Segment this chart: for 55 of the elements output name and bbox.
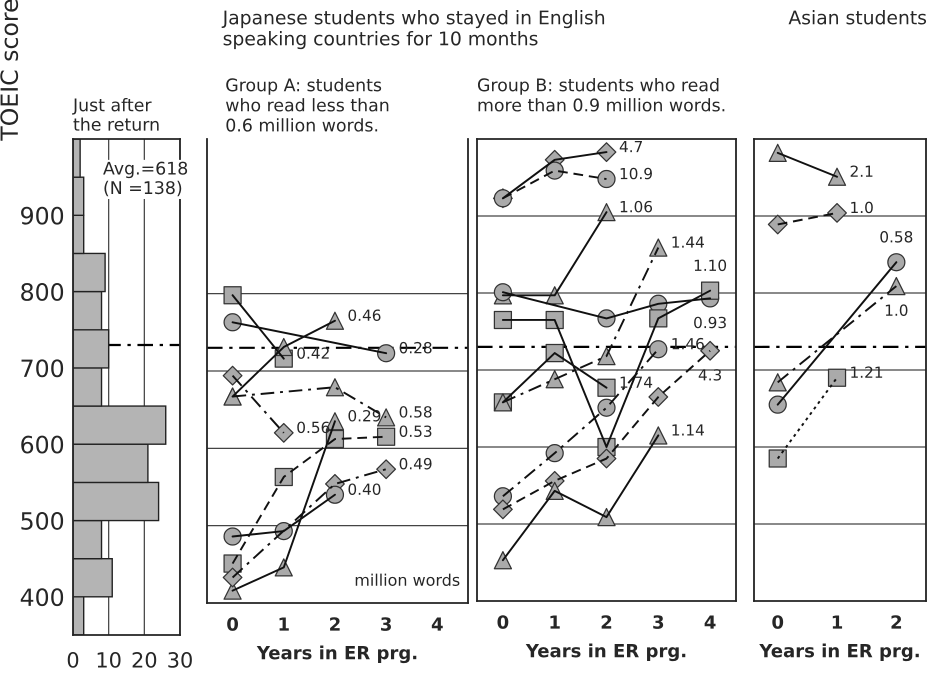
x-tick-label: 0 (227, 617, 238, 631)
x-tick-label: 0 (68, 652, 78, 668)
x-tick-label: 1 (550, 615, 560, 629)
annotation: 0.53 (400, 425, 432, 437)
y-tick-label: 800 (21, 283, 64, 301)
annotation: 0.93 (694, 316, 726, 328)
x-tick-label: 2 (330, 617, 340, 631)
annotation: 1.14 (672, 424, 704, 436)
annotation: 1.44 (672, 236, 704, 248)
y-tick-label: 500 (21, 512, 64, 530)
x-tick-label: 30 (168, 652, 192, 668)
x-tick-label: 10 (98, 652, 121, 668)
y-tick-label: 700 (22, 359, 64, 378)
annotation: 1.10 (694, 260, 726, 272)
annotation: 1.0 (886, 304, 908, 316)
chart-subtitle: Group A: students who read less than 0.6 million words. (226, 78, 388, 132)
x-tick-label: 3 (653, 615, 664, 629)
y-tick-label: 600 (21, 436, 64, 454)
x-tick-label: 0 (772, 615, 784, 629)
x-tick-label: 0 (497, 615, 508, 629)
annotation: 0.42 (297, 347, 329, 359)
x-tick-label: 2 (891, 615, 902, 629)
annotation: 0.29 (348, 410, 380, 422)
x-tick-label: 20 (132, 652, 156, 668)
annotation: 1.06 (620, 200, 652, 212)
x-tick-label: 4 (704, 615, 716, 629)
annotation: 2.1 (850, 165, 872, 177)
y-tick-label: 900 (21, 206, 64, 225)
chart-title: Asian students (788, 10, 926, 25)
annotation: 0.58 (400, 406, 432, 418)
annotation: 0.40 (348, 483, 380, 495)
annotation: 10.9 (620, 168, 652, 180)
x-tick-label: 1 (280, 617, 289, 631)
annotation: 1.0 (851, 202, 873, 214)
x-tick-label: 2 (602, 615, 612, 629)
annotation: 1.46 (672, 338, 704, 350)
x-axis-title: Years in ER prg. (256, 645, 416, 664)
annotation: million words (356, 574, 460, 586)
annotation: Avg.=618 (N =138) (103, 162, 188, 196)
annotation: 4.3 (698, 369, 722, 381)
x-axis-title: Years in ER prg. (526, 643, 686, 662)
annotation: 0.49 (400, 458, 432, 470)
chart-title: Japanese students who stayed in English speaking countries for 10 months (222, 10, 604, 50)
annotation: 0.46 (348, 309, 380, 321)
annotation: 4.7 (620, 141, 642, 152)
chart-subtitle: Group B: students who read more than 0.9 million words. (478, 78, 724, 112)
x-axis-title: Years in ER prg. (759, 643, 919, 662)
annotation: 0.28 (400, 342, 432, 354)
annotation: 0.58 (880, 231, 912, 243)
y-axis-title: TOEIC score (0, 0, 18, 141)
x-tick-label: 4 (432, 617, 443, 631)
y-tick-label: 400 (20, 588, 64, 606)
chart-title: Just after the return (72, 98, 159, 131)
x-tick-label: 1 (832, 615, 842, 629)
x-tick-label: 3 (381, 617, 391, 631)
